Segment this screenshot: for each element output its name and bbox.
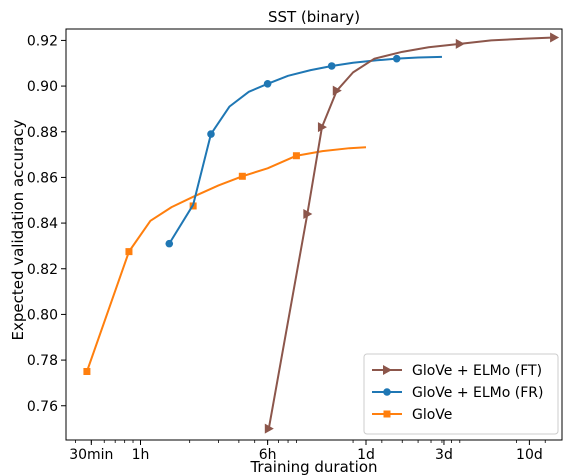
legend: GloVe + ELMo (FT) GloVe + ELMo (FR) GloVe	[363, 353, 559, 435]
series-0	[264, 32, 560, 434]
data-point	[264, 423, 274, 434]
y-tick-label: 0.82	[27, 262, 58, 278]
x-tick-label: 10d	[516, 447, 543, 463]
y-tick-label: 0.88	[27, 125, 58, 141]
y-tick-label: 0.80	[27, 307, 58, 323]
chart-title: SST (binary)	[268, 8, 360, 26]
legend-marker	[383, 388, 391, 396]
series-line	[267, 36, 555, 429]
data-point	[125, 248, 133, 256]
data-point	[317, 122, 327, 133]
data-point	[332, 85, 342, 96]
x-tick-label: 3d	[435, 447, 453, 463]
data-point	[327, 62, 336, 70]
data-point	[392, 54, 401, 63]
legend-marker	[383, 410, 391, 418]
data-point	[207, 130, 215, 138]
data-point	[550, 32, 560, 43]
data-point	[263, 80, 272, 88]
y-axis-label: Expected validation accuracy	[9, 119, 27, 340]
legend-box	[363, 353, 559, 435]
data-point	[165, 239, 174, 248]
data-point	[292, 152, 300, 160]
y-tick-label: 0.90	[27, 79, 58, 95]
y-tick-label: 0.86	[27, 170, 58, 186]
data-point	[455, 38, 465, 49]
x-tick-label: 6h	[259, 447, 277, 463]
data-point	[238, 172, 246, 180]
x-tick-label: 30min	[69, 447, 113, 463]
data-point	[83, 368, 91, 375]
x-axis-label: Training duration	[249, 458, 377, 476]
y-tick-label: 0.76	[27, 399, 58, 415]
legend-marker	[383, 365, 392, 375]
legend-label: GloVe + ELMo (FR)	[412, 385, 543, 401]
x-tick-label: 1h	[132, 447, 150, 463]
axes: 0.76 0.78 0.80 0.82 0.84 0.86 0.88 0.90 0.92 30mi…	[27, 33, 546, 463]
legend-label: GloVe + ELMo (FT)	[412, 363, 542, 379]
series-line	[85, 146, 367, 372]
series-layer	[83, 32, 560, 434]
series-1	[165, 54, 442, 248]
x-tick-label: 1d	[357, 447, 375, 463]
series-2	[83, 146, 367, 375]
legend-label: GloVe	[412, 407, 452, 423]
y-tick-label: 0.78	[27, 353, 58, 369]
y-tick-label: 0.92	[27, 33, 58, 49]
data-point	[303, 208, 313, 219]
plot-area	[65, 28, 563, 441]
y-tick-label: 0.84	[27, 216, 58, 232]
